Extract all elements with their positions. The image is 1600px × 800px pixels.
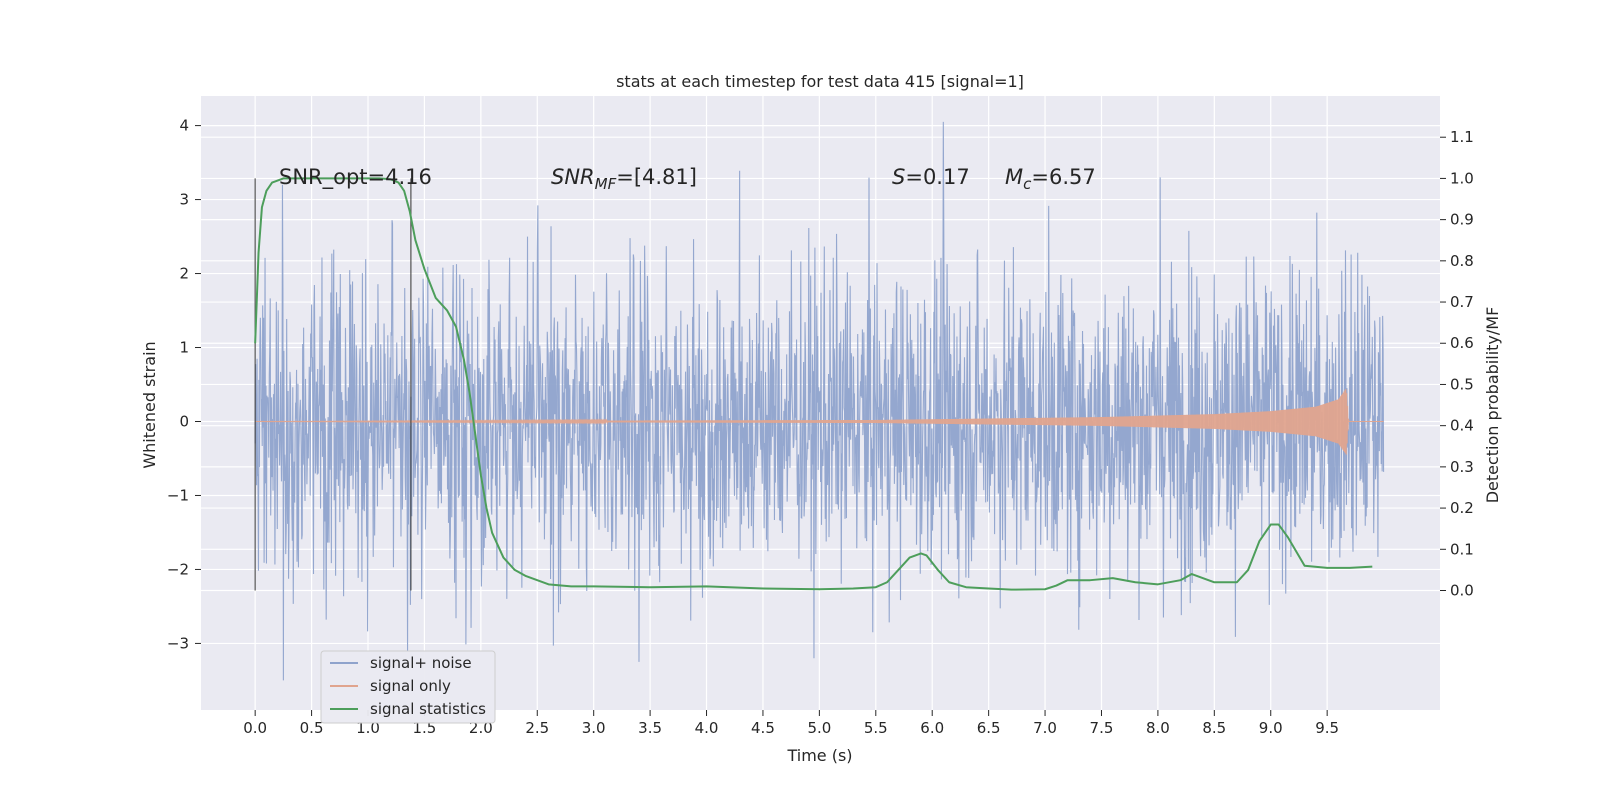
y-tick-label: −3 [167,634,189,652]
y-right-tick-label: 0.9 [1450,211,1474,229]
annotation-mc-sub: c [1023,175,1032,193]
y-tick-label: 1 [179,339,189,357]
annotation-mc-value: =6.57 [1031,165,1095,189]
annotation-s-value: =0.17 [905,165,969,189]
y-right-tick-label: 0.1 [1450,540,1474,558]
signal-only-line [255,388,1384,455]
signal-only-series [255,388,1384,455]
x-tick-label: 6.5 [977,719,1001,737]
vertical-markers [254,178,412,591]
x-tick-label: 0.5 [300,719,324,737]
x-tick-label: 9.0 [1259,719,1283,737]
annotation-s-main: S [892,165,905,189]
y-right-tick-label: 0.7 [1450,293,1474,311]
legend: signal+ noise signal only signal statist… [320,650,496,724]
signal-statistics-series [254,177,1373,591]
x-tick-label: 5.0 [807,719,831,737]
annotation-s: S=0.17 [892,165,970,189]
y-right-tick-label: 1.1 [1450,128,1474,146]
x-tick-label: 6.0 [920,719,944,737]
x-tick-label: 5.5 [864,719,888,737]
y-tick-label: 2 [179,265,189,283]
legend-label-signal-statistics: signal statistics [370,700,486,718]
x-tick-label: 7.0 [1033,719,1057,737]
x-tick-label: 4.5 [751,719,775,737]
x-tick-label: 3.0 [582,719,606,737]
signal-statistics-line [254,177,1373,591]
annotation-snr-mf-sub: MF [595,175,617,193]
x-tick-label: 2.5 [525,719,549,737]
legend-box [320,650,496,724]
y-right-tick-label: 0.4 [1450,417,1474,435]
x-tick-label: 7.5 [1090,719,1114,737]
legend-label-signal-only: signal only [370,677,451,695]
x-tick-label: 8.0 [1146,719,1170,737]
y-tick-label: 0 [179,412,189,430]
x-tick-label: 0.0 [243,719,267,737]
y-axis-right-ticks: 1.1 1.0 0.9 0.8 0.7 0.6 0.5 0.4 0.3 0.2 0.1 0.0 [1440,128,1474,599]
y-right-tick-label: 0.0 [1450,581,1474,599]
y-tick-label: 4 [179,117,189,135]
y-right-tick-label: 0.5 [1450,375,1474,393]
chart-title: stats at each timestep for test data 415… [616,72,1024,91]
x-tick-label: 9.5 [1315,719,1339,737]
y-tick-label: −2 [167,560,189,578]
y-right-tick-label: 1.0 [1450,169,1474,187]
y-right-tick-label: 0.3 [1450,458,1474,476]
x-tick-label: 3.5 [638,719,662,737]
y-tick-label: −1 [167,486,189,504]
x-tick-label: 8.5 [1202,719,1226,737]
annotation-snr-mf: SNRMF=[4.81] [551,165,697,193]
x-axis-label: Time (s) [786,746,852,765]
y-tick-label: 3 [179,191,189,209]
legend-label-signal-noise: signal+ noise [370,654,472,672]
y-axis-ticks: 4 3 2 1 0 −1 −2 −3 [167,117,201,652]
signal-noise-line [254,121,1385,681]
x-tick-label: 4.0 [695,719,719,737]
signal-noise-series [254,121,1385,681]
y-right-tick-label: 0.2 [1450,499,1474,517]
annotation-snr-opt: SNR_opt=4.16 [279,165,432,190]
y-right-tick-label: 0.6 [1450,334,1474,352]
y-right-tick-label: 0.8 [1450,252,1474,270]
annotation-snr-mf-main: SNR [551,165,595,189]
y-axis-right-label: Detection probability/MF [1483,307,1502,504]
y-axis-label: Whitened strain [140,341,159,468]
annotation-mc-main: M [1005,165,1023,189]
annotation-mc: Mc=6.57 [1005,165,1096,193]
annotation-snr-mf-value: =[4.81] [616,165,697,189]
